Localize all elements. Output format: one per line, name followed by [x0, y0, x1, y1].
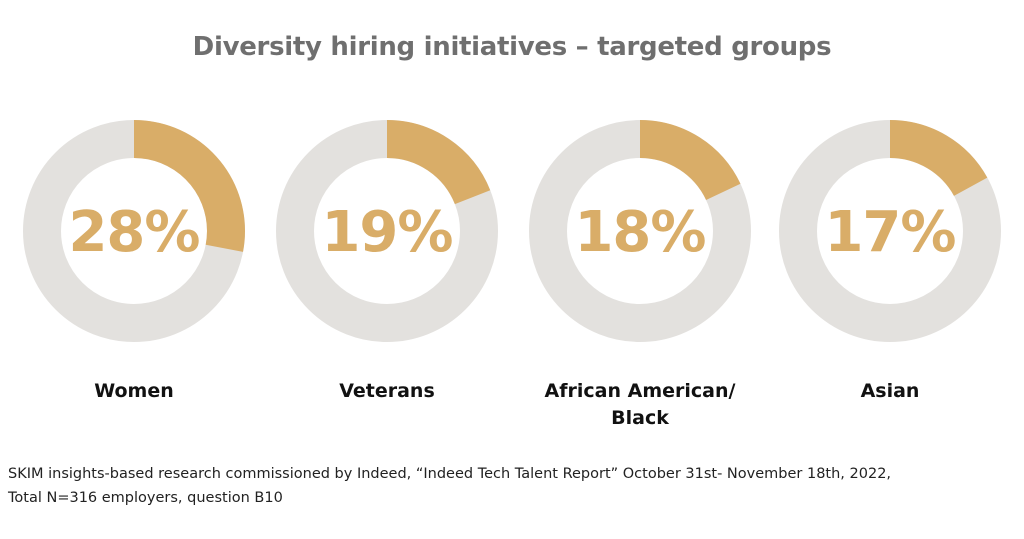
donut-value-arc	[779, 120, 1001, 342]
category-label-asian: Asian	[860, 380, 920, 402]
footnote-line-1: SKIM insights-based research commissione…	[8, 466, 892, 482]
donut-asian: 17%	[779, 120, 1001, 342]
donut-african-american-black: 18%	[529, 120, 751, 342]
donut-value-label: 19%	[321, 200, 452, 265]
donut-value-label: 18%	[574, 200, 705, 265]
footnote-line-2: Total N=316 employers, question B10	[8, 490, 283, 506]
source-footnote: SKIM insights-based research commissione…	[8, 462, 1008, 510]
donut-value-arc	[276, 120, 498, 342]
category-label-african-american-black: African American/ Black	[544, 380, 736, 429]
category-label-women: Women	[94, 380, 174, 402]
donut-women: 28%	[23, 120, 245, 342]
donut-value-label: 17%	[824, 200, 955, 265]
donut-veterans: 19%	[276, 120, 498, 342]
donut-value-arc	[529, 120, 751, 342]
category-label-veterans: Veterans	[339, 380, 435, 402]
donut-value-arc	[23, 120, 245, 342]
chart-title: Diversity hiring initiatives – targeted …	[192, 32, 832, 62]
donut-value-label: 28%	[68, 200, 199, 265]
